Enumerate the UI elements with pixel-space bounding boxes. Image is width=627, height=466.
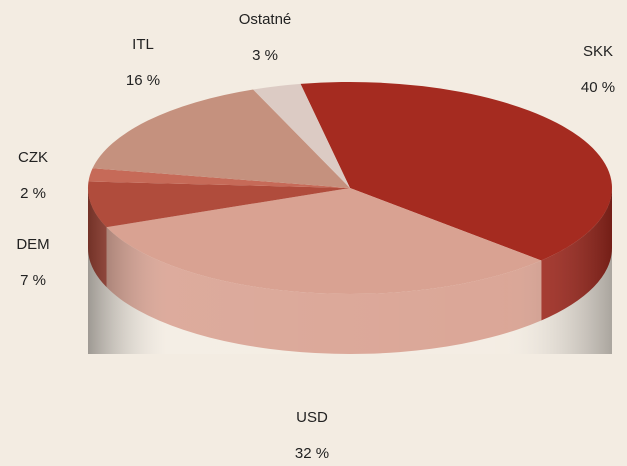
slice (106, 188, 542, 295)
slice (300, 82, 612, 261)
slice-label: Ostatné (239, 11, 292, 28)
value-label: 16 % (126, 72, 160, 89)
slice (92, 89, 350, 188)
slice (88, 181, 350, 228)
slice-label: USD (296, 409, 328, 426)
value-label: 2 % (20, 185, 46, 202)
value-label: 3 % (252, 47, 278, 64)
value-label: 32 % (295, 445, 329, 462)
slice-label: DEM (16, 236, 49, 253)
value-label: 40 % (581, 79, 615, 96)
slice (88, 168, 350, 188)
slice-label: SKK (583, 43, 613, 60)
value-label: 7 % (20, 272, 46, 289)
slice-label: ITL (132, 36, 154, 53)
slice (253, 83, 350, 188)
slice-label: CZK (18, 149, 48, 166)
